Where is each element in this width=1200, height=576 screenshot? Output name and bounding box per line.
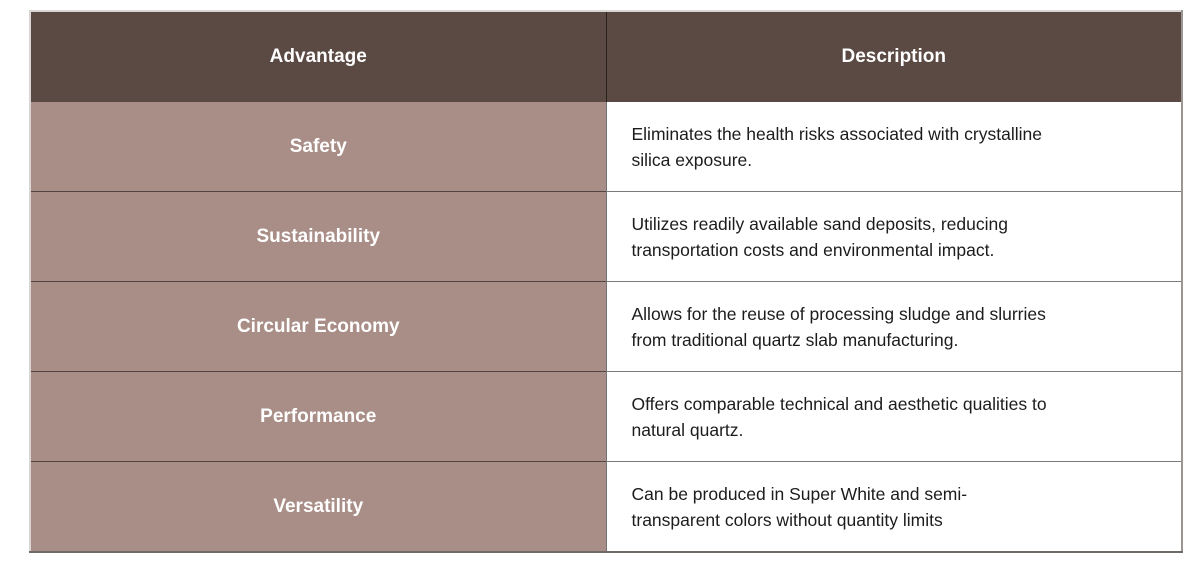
description-cell: Eliminates the health risks associated w…	[606, 102, 1182, 192]
table-row-circular-economy: Circular Economy Allows for the reuse of…	[30, 281, 1182, 372]
advantage-cell: Performance	[30, 371, 607, 462]
description-cell: Offers comparable technical and aestheti…	[606, 371, 1182, 462]
description-cell: Allows for the reuse of processing sludg…	[606, 281, 1182, 372]
description-cell: Can be produced in Super White and semi-…	[606, 461, 1182, 552]
advantages-table: Advantage Description Safety Eliminates …	[29, 10, 1183, 553]
advantage-cell: Versatility	[30, 461, 607, 552]
table-row-safety: Safety Eliminates the health risks assoc…	[30, 102, 1182, 192]
advantage-cell: Safety	[30, 102, 607, 192]
table-row-performance: Performance Offers comparable technical …	[30, 371, 1182, 462]
advantage-cell: Sustainability	[30, 191, 607, 282]
advantages-table-container: Advantage Description Safety Eliminates …	[29, 10, 1183, 553]
table-row-versatility: Versatility Can be produced in Super Whi…	[30, 461, 1182, 552]
description-cell: Utilizes readily available sand deposits…	[606, 191, 1182, 282]
header-row: Advantage Description	[30, 11, 1182, 102]
column-header-description: Description	[606, 11, 1182, 102]
table-body: Safety Eliminates the health risks assoc…	[30, 102, 1182, 552]
table-header: Advantage Description	[30, 11, 1182, 102]
column-header-advantage: Advantage	[30, 11, 607, 102]
table-row-sustainability: Sustainability Utilizes readily availabl…	[30, 191, 1182, 282]
advantage-cell: Circular Economy	[30, 281, 607, 372]
